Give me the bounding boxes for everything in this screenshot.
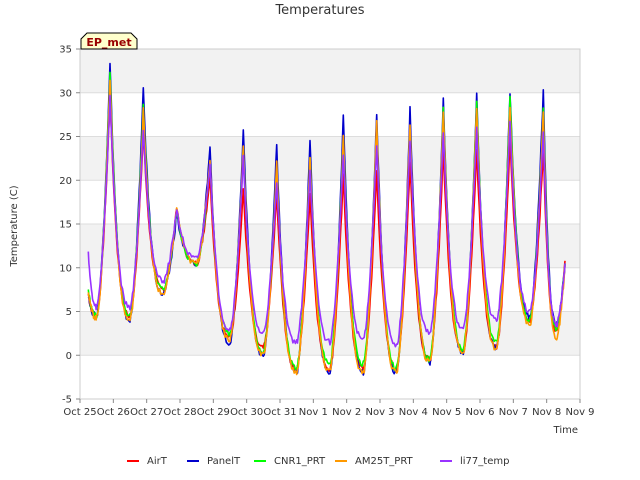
- legend-item-airt: AirT: [127, 456, 168, 467]
- y-tick-label: 15: [59, 220, 72, 231]
- x-tick-label: Nov 2: [332, 407, 361, 418]
- x-tick-label: Oct 28: [163, 407, 196, 418]
- plot-band: [80, 224, 580, 268]
- series-line-am25t-prt: [87, 79, 566, 376]
- x-tick-label: Nov 1: [299, 407, 328, 418]
- y-tick-label: 5: [66, 307, 72, 318]
- chart-title: Temperatures: [274, 3, 364, 18]
- x-tick-label: Nov 8: [532, 407, 561, 418]
- legend-label: AM25T_PRT: [355, 456, 414, 467]
- x-tick-label: Nov 9: [565, 407, 594, 418]
- legend-item-panelt: PanelT: [187, 456, 241, 467]
- y-tick-label: 0: [66, 351, 72, 362]
- y-axis-title: Temperature (C): [9, 185, 20, 267]
- badge-box: [80, 32, 138, 50]
- legend-label: AirT: [147, 456, 168, 467]
- x-axis-title: Time: [553, 425, 578, 436]
- y-tick-label: 30: [59, 88, 72, 99]
- y-tick-label: -5: [62, 395, 72, 406]
- plot-band: [80, 49, 580, 93]
- y-tick-label: 20: [59, 176, 72, 187]
- legend-label: li77_temp: [460, 456, 509, 467]
- x-tick-label: Oct 27: [130, 407, 163, 418]
- x-tick-label: Nov 7: [499, 407, 528, 418]
- y-tick-label: 10: [59, 263, 72, 274]
- x-tick-label: Nov 3: [365, 407, 394, 418]
- station-badge: EP_met: [80, 32, 138, 50]
- plot-band: [80, 311, 580, 356]
- x-tick-label: Oct 31: [263, 407, 296, 418]
- series-line-li77-temp: [87, 94, 566, 348]
- axes: -5 0 5 10 15 20 25 30 35 Oct 25 Oct 26 Oct 27 Oct 28…: [59, 45, 594, 419]
- legend-label: PanelT: [207, 456, 241, 467]
- legend-item-cnr1-prt: CNR1_PRT: [254, 456, 326, 467]
- x-tick-label: Oct 30: [230, 407, 263, 418]
- y-tick-label: 25: [59, 132, 72, 143]
- y-tick-label: 35: [59, 45, 72, 56]
- series-layer: [87, 62, 566, 376]
- legend-label: CNR1_PRT: [274, 456, 326, 467]
- plot-band: [80, 136, 580, 181]
- x-tick-label: Oct 29: [197, 407, 230, 418]
- legend: AirT PanelT CNR1_PRT AM25T_PRT li77_temp: [127, 456, 509, 467]
- legend-item-am25t-prt: AM25T_PRT: [335, 456, 414, 467]
- x-tick-label: Nov 6: [465, 407, 494, 418]
- x-tick-label: Nov 4: [399, 407, 428, 418]
- x-tick-label: Oct 25: [63, 407, 96, 418]
- x-tick-label: Nov 5: [432, 407, 461, 418]
- series-line-cnr1-prt: [87, 71, 566, 371]
- badge-label: EP_met: [86, 36, 131, 49]
- legend-item-li77-temp: li77_temp: [440, 456, 509, 467]
- x-tick-label: Oct 26: [97, 407, 130, 418]
